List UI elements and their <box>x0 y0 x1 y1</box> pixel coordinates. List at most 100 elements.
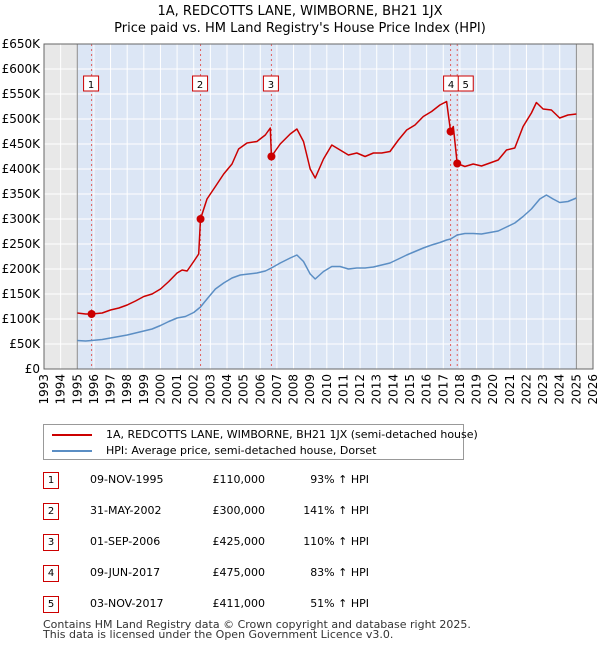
y-tick-label: £300K <box>2 212 42 226</box>
shaded-range <box>576 44 593 369</box>
x-tick-label: 2015 <box>403 374 417 405</box>
transaction-date: 09-NOV-1995 <box>90 473 164 486</box>
y-tick-label: £50K <box>9 337 41 351</box>
transaction-hpi: 110% ↑ HPI <box>303 535 369 548</box>
price-chart: 1 2 3 4 5 £0 £50K £100K £150K £200K £250K £300K £350… <box>2 37 600 405</box>
transaction-price: £300,000 <box>212 504 266 517</box>
x-tick-label: 2016 <box>420 374 434 405</box>
sale-label-text: 2 <box>197 80 203 91</box>
x-tick-label: 1996 <box>87 374 101 405</box>
x-tick-label: 1999 <box>137 374 151 405</box>
x-tick-label: 2022 <box>519 374 533 405</box>
x-tick-label: 2003 <box>203 374 217 405</box>
chart-title: 1A, REDCOTTS LANE, WIMBORNE, BH21 1JX Pr… <box>0 3 600 37</box>
sale-label-box <box>457 75 474 92</box>
transaction-price: £411,000 <box>212 597 266 610</box>
series-line-price <box>77 100 577 315</box>
chart-title-line2: Price paid vs. HM Land Registry's House … <box>114 21 486 36</box>
transaction-date: 03-NOV-2017 <box>90 597 164 610</box>
legend: 1A, REDCOTTS LANE, WIMBORNE, BH21 1JX (s… <box>43 424 478 460</box>
table-row: 1 09-NOV-1995 £110,000 93% ↑ HPI <box>43 470 403 490</box>
y-tick-label: £250K <box>2 237 42 251</box>
x-tick-label: 2006 <box>253 374 267 405</box>
sale-label-box <box>83 75 100 92</box>
x-tick-label: 2009 <box>303 374 317 405</box>
y-tick-label: £550K <box>2 87 42 101</box>
y-tick-label: £200K <box>2 262 42 276</box>
transaction-price: £475,000 <box>212 566 266 579</box>
x-tick-label: 2020 <box>486 374 500 405</box>
sale-point <box>196 215 205 223</box>
x-tick-label: 1994 <box>54 374 68 405</box>
transaction-number: 1 <box>43 472 59 489</box>
legend-swatch-hpi <box>52 450 92 452</box>
chart-title-line1: 1A, REDCOTTS LANE, WIMBORNE, BH21 1JX <box>157 4 443 19</box>
legend-item-hpi: HPI: Average price, semi-detached house,… <box>52 443 376 459</box>
sale-label-box <box>192 75 209 92</box>
transaction-number: 4 <box>43 565 59 582</box>
sale-label-box <box>262 75 279 92</box>
x-tick-label: 2010 <box>320 374 334 405</box>
sale-point <box>453 159 462 168</box>
transaction-hpi: 141% ↑ HPI <box>303 504 369 517</box>
sale-point <box>267 152 276 161</box>
x-tick-label: 2026 <box>586 374 600 405</box>
table-row: 3 01-SEP-2006 £425,000 110% ↑ HPI <box>43 532 403 552</box>
footer-line2: This data is licensed under the Open Gov… <box>43 628 394 641</box>
legend-label-price: 1A, REDCOTTS LANE, WIMBORNE, BH21 1JX (s… <box>106 428 478 441</box>
x-tick-label: 2013 <box>370 374 384 405</box>
x-tick-label: 2018 <box>453 374 467 405</box>
sale-label-text: 3 <box>268 80 274 91</box>
y-tick-label: £450K <box>2 137 42 151</box>
y-tick-label: £400K <box>2 162 42 176</box>
legend-item-price: 1A, REDCOTTS LANE, WIMBORNE, BH21 1JX (s… <box>52 427 478 443</box>
footer: Contains HM Land Registry data © Crown c… <box>43 619 471 641</box>
y-tick-label: £350K <box>2 187 42 201</box>
x-tick-label: 2011 <box>336 374 350 405</box>
transaction-number: 3 <box>43 534 59 551</box>
y-tick-label: £600K <box>2 62 42 76</box>
transaction-date: 01-SEP-2006 <box>90 535 161 548</box>
table-row: 2 31-MAY-2002 £300,000 141% ↑ HPI <box>43 501 403 521</box>
legend-label-hpi: HPI: Average price, semi-detached house,… <box>106 444 377 457</box>
x-tick-label: 2023 <box>536 374 550 405</box>
series-line-hpi <box>77 194 577 342</box>
table-row: 4 09-JUN-2017 £475,000 83% ↑ HPI <box>43 563 403 583</box>
x-tick-label: 2008 <box>287 374 301 405</box>
x-tick-label: 2002 <box>187 374 201 405</box>
x-tick-label: 2024 <box>553 374 567 405</box>
y-tick-label: £500K <box>2 112 42 126</box>
transaction-price: £425,000 <box>212 535 266 548</box>
sale-label-text: 4 <box>448 80 454 91</box>
sale-label-text: 5 <box>463 80 469 91</box>
transaction-hpi: 83% ↑ HPI <box>310 566 369 579</box>
x-tick-label: 2007 <box>270 374 284 405</box>
x-tick-label: 1993 <box>37 374 51 405</box>
sale-label-text: 1 <box>88 80 94 91</box>
x-tick-label: 2017 <box>436 374 450 405</box>
transaction-price: £110,000 <box>212 473 266 486</box>
x-tick-label: 2019 <box>470 374 484 405</box>
transaction-number: 5 <box>43 596 59 613</box>
x-tick-label: 2012 <box>353 374 367 405</box>
x-tick-label: 2014 <box>386 374 400 405</box>
x-tick-label: 2021 <box>503 374 517 405</box>
transaction-hpi: 51% ↑ HPI <box>310 597 369 610</box>
y-tick-label: £0 <box>25 362 40 376</box>
transaction-number: 2 <box>43 503 59 520</box>
transaction-date: 09-JUN-2017 <box>90 566 161 579</box>
sale-point <box>446 127 455 136</box>
x-tick-label: 1995 <box>70 374 84 405</box>
x-tick-label: 2000 <box>153 374 167 405</box>
sale-point <box>87 310 96 318</box>
x-tick-label: 1997 <box>104 374 118 405</box>
legend-swatch-price <box>52 434 92 436</box>
x-tick-label: 1998 <box>120 374 134 405</box>
y-tick-label: £150K <box>2 287 42 301</box>
x-tick-label: 2005 <box>237 374 251 405</box>
plot-frame <box>43 43 594 370</box>
table-row: 5 03-NOV-2017 £411,000 51% ↑ HPI <box>43 594 403 614</box>
y-tick-label: £100K <box>2 312 42 326</box>
x-tick-label: 2025 <box>569 374 583 405</box>
transaction-date: 31-MAY-2002 <box>90 504 162 517</box>
